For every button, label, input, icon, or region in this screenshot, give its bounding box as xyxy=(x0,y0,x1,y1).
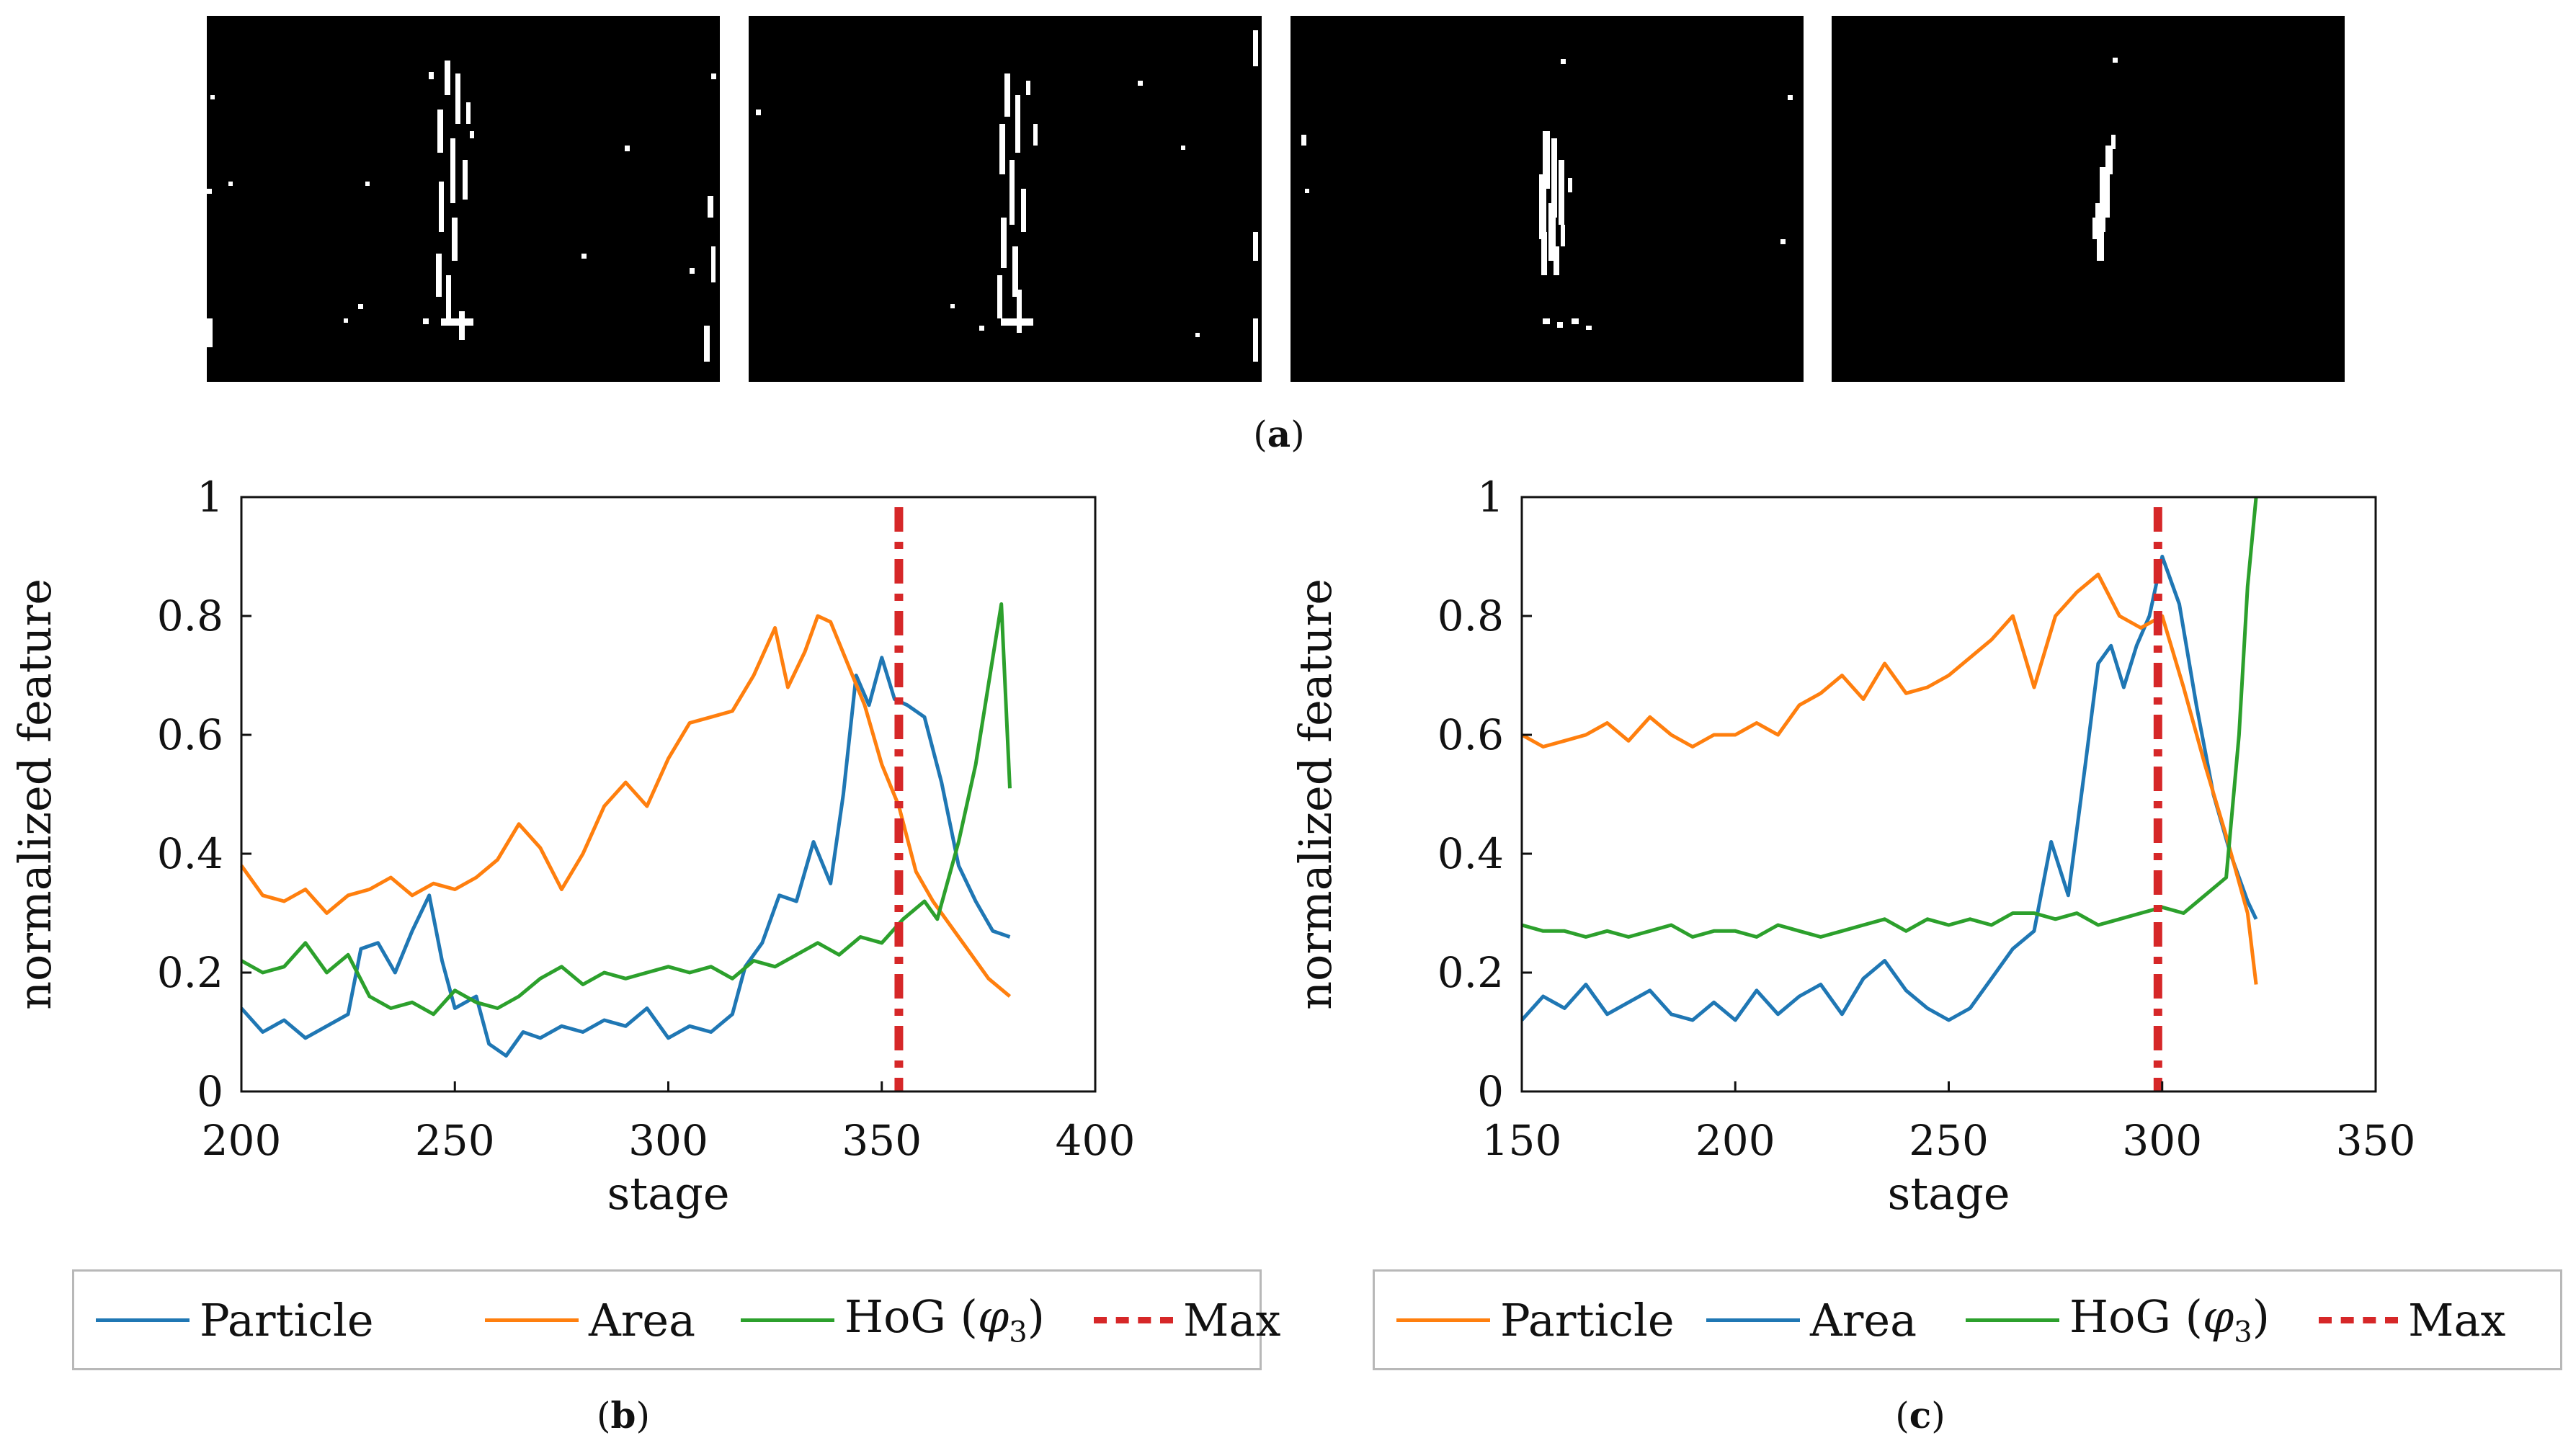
chart-b-ytick-label-4: 0.8 xyxy=(157,591,223,640)
legend-b-item-hog: HoG (φ3) xyxy=(741,1272,1045,1368)
chart-b-xtick-label-2: 300 xyxy=(628,1116,708,1165)
legend-b-label-max: Max xyxy=(1183,1293,1281,1346)
legend-c-item-particle: Particle xyxy=(1396,1272,1675,1368)
legend-b-item-particle: Particle xyxy=(96,1272,374,1368)
chart-c-ytick-label-2: 0.4 xyxy=(1437,829,1504,878)
legend-b-hog-suffix: ) xyxy=(1027,1290,1045,1344)
legend-b-item-area: Area xyxy=(485,1272,695,1368)
chart-b-frame xyxy=(240,496,1097,1093)
chart-b-ytick-label-5: 1 xyxy=(197,473,223,522)
legend-b-hog-phi: φ xyxy=(977,1290,1009,1344)
legend-c-hog-suffix: ) xyxy=(2252,1290,2270,1344)
binary-image-3 xyxy=(1291,16,1804,382)
legend-c-line-orange xyxy=(1396,1318,1490,1322)
legend-b-line-blue xyxy=(96,1318,190,1322)
chart-b-xtick-label-1: 250 xyxy=(415,1116,495,1165)
chart-c-ytick-label-1: 0.2 xyxy=(1437,948,1504,997)
chart-c: 150 200 250 300 350 0 0.2 0.4 0.6 0.8 1 stage normal… xyxy=(1289,473,2416,1220)
binary-image-3-pixels xyxy=(1301,59,1793,330)
chart-b-series-1 xyxy=(239,614,1012,998)
chart-c-xtick-label-1: 200 xyxy=(1695,1116,1775,1165)
caption-c-letter: c xyxy=(1909,1394,1932,1437)
chart-b-ytick-label-1: 0.2 xyxy=(157,948,223,997)
legend-c-label-hog: HoG (φ3) xyxy=(2069,1290,2270,1349)
legend-c-item-hog: HoG (φ3) xyxy=(1966,1272,2270,1368)
legend-c-line-red xyxy=(2319,1316,2398,1323)
binary-image-2 xyxy=(749,16,1262,382)
legend-c-hog-prefix: HoG ( xyxy=(2069,1290,2203,1344)
chart-c-series-2 xyxy=(1521,496,2258,939)
chart-c-ytick-label-5: 1 xyxy=(1477,473,1504,522)
binary-image-1 xyxy=(207,16,720,382)
binary-image-4 xyxy=(1832,16,2345,382)
legend-c-line-green xyxy=(1966,1318,2059,1322)
legend-c: Particle Area HoG (φ3) Max xyxy=(1373,1269,2562,1370)
chart-c-ytick-label-3: 0.6 xyxy=(1437,710,1504,759)
chart-c-xtick-label-4: 350 xyxy=(2336,1116,2416,1165)
caption-b: (b) xyxy=(597,1394,650,1437)
legend-b-hog-sub: 3 xyxy=(1009,1316,1028,1349)
binary-image-2-pixels xyxy=(756,30,1258,362)
chart-b-xtick-label-0: 200 xyxy=(202,1116,282,1165)
caption-b-letter: b xyxy=(610,1394,636,1437)
legend-b-hog-prefix: HoG ( xyxy=(844,1290,978,1344)
legend-b-label-hog: HoG (φ3) xyxy=(844,1290,1045,1349)
chart-c-xtick-label-2: 250 xyxy=(1909,1116,1989,1165)
chart-b-ylabel: normalized feature xyxy=(9,579,61,1010)
chart-c-ytick-label-4: 0.8 xyxy=(1437,591,1504,640)
chart-c-series-1 xyxy=(1520,572,2258,985)
legend-c-label-particle: Particle xyxy=(1500,1293,1675,1346)
caption-a-letter: a xyxy=(1267,413,1291,455)
legend-b: Particle Area HoG (φ3) Max xyxy=(72,1269,1280,1370)
chart-b-ytick-label-3: 0.6 xyxy=(157,710,223,759)
chart-c-xtick-label-3: 300 xyxy=(2122,1116,2202,1165)
chart-c-series-0 xyxy=(1520,555,2258,1022)
legend-b-line-red xyxy=(1094,1316,1173,1323)
caption-a: (a) xyxy=(1253,413,1305,455)
legend-b-label-area: Area xyxy=(589,1293,696,1346)
chart-c-ylabel: normalized feature xyxy=(1289,579,1342,1010)
binary-image-1-pixels xyxy=(207,61,716,362)
chart-c-xlabel: stage xyxy=(1887,1167,2010,1220)
legend-c-label-area: Area xyxy=(1810,1293,1917,1346)
legend-c-item-area: Area xyxy=(1706,1272,1917,1368)
chart-b-ytick-label-0: 0 xyxy=(197,1067,223,1116)
legend-b-item-max: Max xyxy=(1094,1272,1280,1368)
chart-b-xlabel: stage xyxy=(607,1167,729,1220)
legend-c-hog-sub: 3 xyxy=(2234,1316,2252,1349)
legend-b-line-green xyxy=(741,1318,834,1322)
legend-c-hog-phi: φ xyxy=(2202,1290,2234,1344)
binary-image-4-pixels xyxy=(2092,58,2118,261)
chart-b: 200 250 300 350 400 0 0.2 0.4 0.6 0.8 1 stage normal… xyxy=(9,473,1136,1220)
legend-c-line-blue xyxy=(1706,1318,1800,1322)
chart-c-ytick-label-0: 0 xyxy=(1477,1067,1504,1116)
chart-c-xtick-label-0: 150 xyxy=(1482,1116,1562,1165)
chart-b-xtick-label-3: 350 xyxy=(842,1116,922,1165)
caption-c: (c) xyxy=(1895,1394,1945,1437)
legend-b-line-orange xyxy=(485,1318,579,1322)
chart-b-xtick-label-4: 400 xyxy=(1056,1116,1136,1165)
chart-b-ytick-label-2: 0.4 xyxy=(157,829,223,878)
legend-c-label-max: Max xyxy=(2408,1293,2506,1346)
legend-b-label-particle: Particle xyxy=(200,1293,374,1346)
legend-c-item-max: Max xyxy=(2319,1272,2505,1368)
chart-b-series-0 xyxy=(240,656,1011,1058)
